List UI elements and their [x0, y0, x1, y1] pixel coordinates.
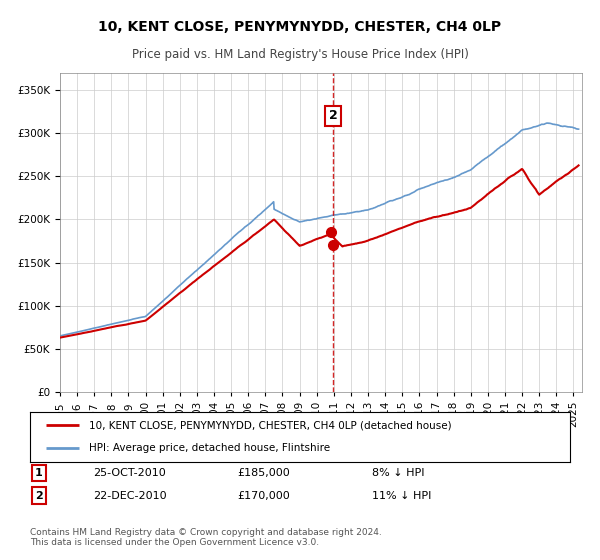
Text: Contains HM Land Registry data © Crown copyright and database right 2024.
This d: Contains HM Land Registry data © Crown c…	[30, 528, 382, 547]
Text: 10, KENT CLOSE, PENYMYNYDD, CHESTER, CH4 0LP (detached house): 10, KENT CLOSE, PENYMYNYDD, CHESTER, CH4…	[89, 420, 452, 430]
Text: 25-OCT-2010: 25-OCT-2010	[93, 468, 166, 478]
Text: 2: 2	[329, 109, 338, 123]
Text: 8% ↓ HPI: 8% ↓ HPI	[372, 468, 425, 478]
Text: 2: 2	[35, 491, 43, 501]
Text: £170,000: £170,000	[237, 491, 290, 501]
Text: 22-DEC-2010: 22-DEC-2010	[93, 491, 167, 501]
Text: Price paid vs. HM Land Registry's House Price Index (HPI): Price paid vs. HM Land Registry's House …	[131, 48, 469, 60]
Text: 1: 1	[35, 468, 43, 478]
Text: HPI: Average price, detached house, Flintshire: HPI: Average price, detached house, Flin…	[89, 444, 331, 454]
Text: £185,000: £185,000	[237, 468, 290, 478]
Text: 11% ↓ HPI: 11% ↓ HPI	[372, 491, 431, 501]
Text: 10, KENT CLOSE, PENYMYNYDD, CHESTER, CH4 0LP: 10, KENT CLOSE, PENYMYNYDD, CHESTER, CH4…	[98, 20, 502, 34]
